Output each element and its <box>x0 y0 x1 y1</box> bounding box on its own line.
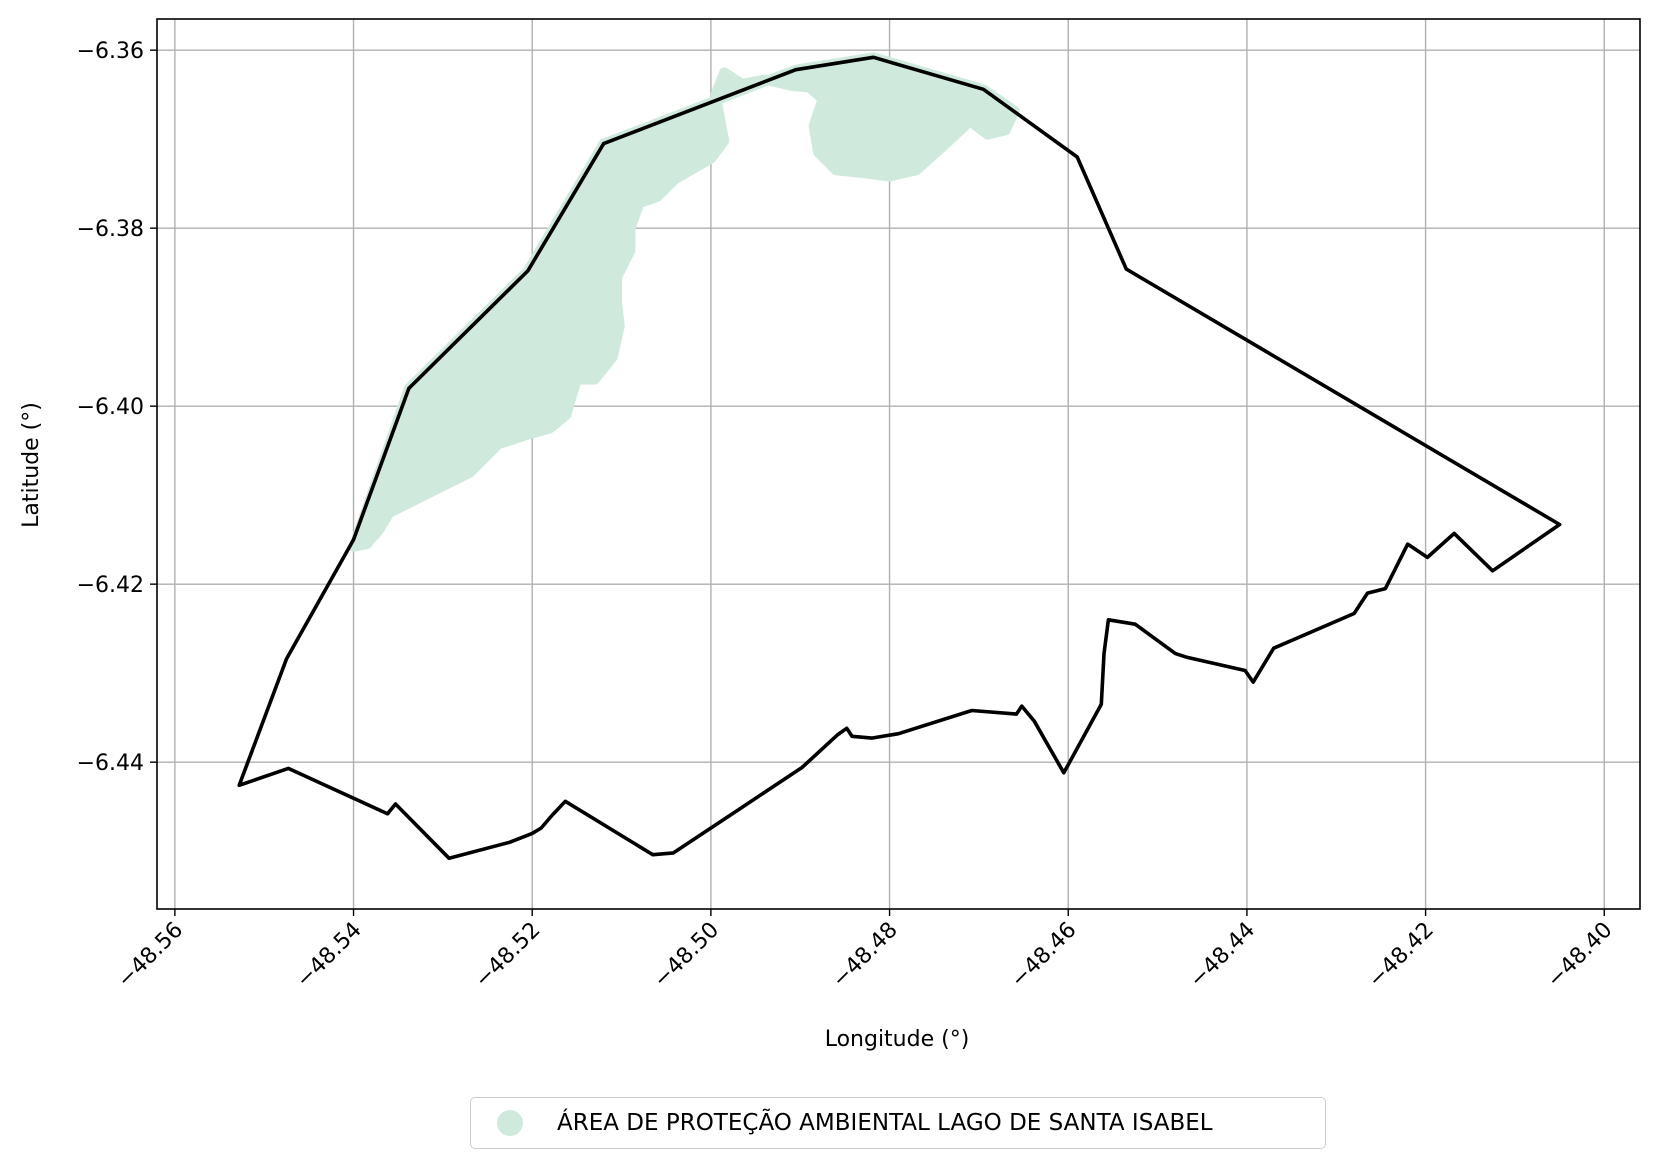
x-tick-label: −48.44 <box>1185 918 1260 993</box>
protected-area-polygon <box>348 52 1020 552</box>
x-tick-label: −48.46 <box>1006 918 1081 993</box>
x-tick-label: −48.48 <box>828 918 903 993</box>
y-tick-label: −6.42 <box>77 573 144 598</box>
y-tick-label: −6.40 <box>77 395 144 420</box>
municipality-boundary <box>237 55 1562 861</box>
plot-frame <box>156 18 1641 910</box>
x-tick-label: −48.52 <box>470 918 545 993</box>
legend-marker-icon <box>497 1110 523 1136</box>
axis-ticks: −48.56 −48.54 −48.52 −48.50 −48.48 −48.46 −48.… <box>77 39 1618 993</box>
x-tick-label: −48.50 <box>649 918 724 993</box>
legend: ÁREA DE PROTEÇÃO AMBIENTAL LAGO DE SANTA… <box>470 1097 1326 1149</box>
x-tick-label: −48.54 <box>292 918 367 993</box>
x-tick-label: −48.56 <box>113 918 188 993</box>
y-tick-label: −6.36 <box>77 39 144 64</box>
y-axis-title: Latitude (°) <box>19 402 44 528</box>
x-axis-title: Longitude (°) <box>825 1027 970 1052</box>
legend-label: ÁREA DE PROTEÇÃO AMBIENTAL LAGO DE SANTA… <box>557 1110 1213 1136</box>
x-tick-label: −48.42 <box>1364 918 1439 993</box>
x-tick-label: −48.40 <box>1542 918 1617 993</box>
y-tick-label: −6.38 <box>77 217 144 242</box>
y-tick-label: −6.44 <box>77 751 144 776</box>
